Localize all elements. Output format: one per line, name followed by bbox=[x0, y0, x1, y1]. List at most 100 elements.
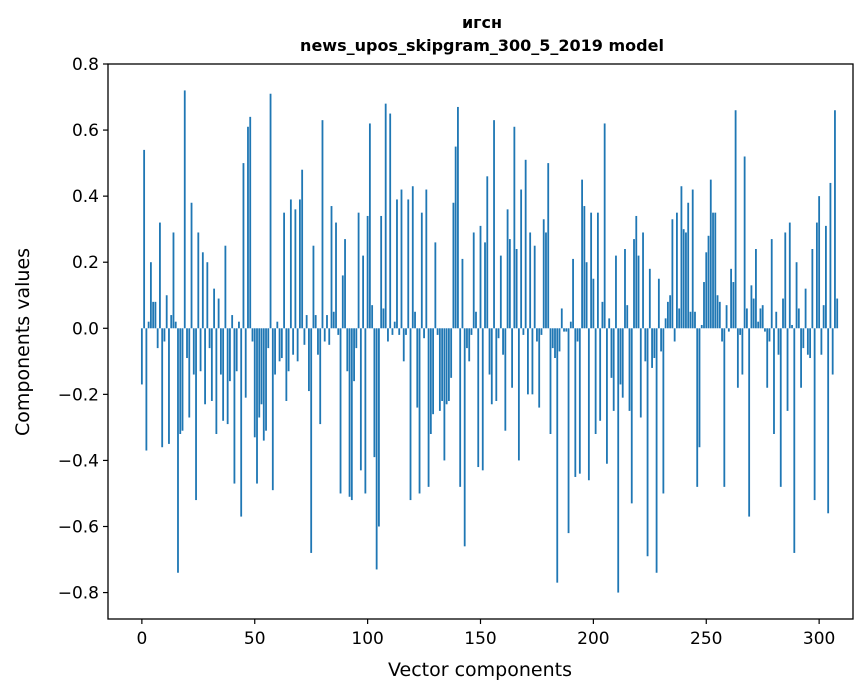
bar-139 bbox=[454, 146, 457, 329]
bar-217 bbox=[630, 328, 633, 504]
bar-52 bbox=[258, 328, 261, 418]
bar-303 bbox=[825, 225, 827, 329]
bar-46 bbox=[244, 328, 247, 398]
bar-61 bbox=[278, 328, 281, 362]
bar-112 bbox=[393, 321, 396, 329]
bar-249 bbox=[703, 282, 705, 329]
bar-123 bbox=[418, 328, 421, 494]
bar-159 bbox=[499, 255, 502, 329]
bar-214 bbox=[624, 249, 626, 329]
bar-73 bbox=[305, 315, 308, 329]
bar-247 bbox=[698, 328, 701, 448]
bar-138 bbox=[452, 202, 455, 329]
bar-223 bbox=[644, 328, 647, 362]
bar-186 bbox=[560, 308, 563, 329]
bar-23 bbox=[192, 328, 195, 375]
bar-280 bbox=[773, 328, 775, 434]
bar-135 bbox=[445, 328, 448, 405]
bar-98 bbox=[362, 255, 365, 329]
bar-236 bbox=[673, 328, 676, 342]
bar-220 bbox=[637, 255, 640, 329]
bar-0 bbox=[140, 328, 143, 385]
bar-100 bbox=[366, 215, 369, 329]
bar-114 bbox=[398, 328, 401, 335]
bar-133 bbox=[441, 328, 444, 401]
bar-27 bbox=[201, 252, 204, 329]
bar-181 bbox=[549, 328, 552, 434]
bar-16 bbox=[177, 328, 179, 573]
bar-305 bbox=[829, 182, 832, 329]
bar-229 bbox=[657, 278, 660, 329]
bar-11 bbox=[165, 295, 168, 329]
bar-122 bbox=[416, 328, 419, 408]
bar-287 bbox=[788, 222, 791, 329]
bar-102 bbox=[371, 305, 374, 329]
bar-146 bbox=[470, 328, 473, 335]
bar-215 bbox=[626, 305, 629, 329]
bar-60 bbox=[276, 321, 279, 329]
bar-289 bbox=[793, 328, 796, 553]
bar-68 bbox=[294, 209, 297, 329]
bar-173 bbox=[531, 328, 534, 395]
bar-277 bbox=[766, 328, 769, 388]
bar-96 bbox=[357, 212, 360, 329]
bar-281 bbox=[775, 311, 778, 329]
bar-263 bbox=[734, 110, 737, 329]
bar-297 bbox=[811, 249, 814, 329]
bar-271 bbox=[752, 298, 755, 329]
bar-204 bbox=[601, 301, 604, 329]
bar-80 bbox=[321, 120, 324, 329]
bar-148 bbox=[475, 311, 477, 329]
bar-36 bbox=[222, 328, 225, 421]
bar-306 bbox=[831, 328, 834, 375]
plot-frame bbox=[107, 63, 854, 620]
bar-85 bbox=[332, 311, 335, 329]
bar-174 bbox=[533, 245, 536, 329]
bar-103 bbox=[373, 328, 376, 458]
bar-301 bbox=[820, 328, 823, 355]
bar-4 bbox=[149, 262, 152, 329]
bar-169 bbox=[522, 328, 525, 335]
bar-101 bbox=[368, 123, 371, 329]
bar-89 bbox=[341, 275, 344, 329]
bar-160 bbox=[502, 328, 504, 355]
bar-136 bbox=[447, 328, 450, 401]
bar-196 bbox=[583, 206, 586, 329]
bar-206 bbox=[606, 328, 608, 464]
bar-213 bbox=[621, 328, 624, 398]
bar-170 bbox=[524, 159, 527, 329]
bar-284 bbox=[782, 298, 784, 329]
bar-1 bbox=[143, 149, 146, 329]
bar-106 bbox=[380, 215, 383, 329]
bar-166 bbox=[515, 249, 518, 329]
bar-147 bbox=[472, 232, 475, 329]
bar-113 bbox=[396, 199, 398, 329]
bar-130 bbox=[434, 242, 437, 329]
bar-13 bbox=[170, 315, 173, 329]
bar-81 bbox=[323, 328, 326, 342]
bar-252 bbox=[709, 179, 712, 329]
bar-171 bbox=[527, 328, 529, 395]
bar-255 bbox=[716, 295, 719, 329]
bar-167 bbox=[517, 328, 520, 461]
y-axis-label: Components values bbox=[12, 248, 34, 436]
bar-250 bbox=[705, 252, 708, 329]
bar-51 bbox=[256, 328, 258, 484]
bar-119 bbox=[409, 328, 412, 501]
bar-87 bbox=[337, 328, 340, 335]
bar-241 bbox=[685, 232, 687, 329]
bar-261 bbox=[730, 268, 732, 329]
bar-154 bbox=[488, 328, 491, 375]
bar-278 bbox=[768, 328, 771, 342]
bar-86 bbox=[335, 222, 337, 329]
bar-63 bbox=[283, 212, 285, 329]
bar-291 bbox=[797, 308, 800, 329]
bar-207 bbox=[608, 318, 611, 329]
bar-107 bbox=[382, 308, 385, 329]
bar-97 bbox=[359, 328, 362, 471]
bar-244 bbox=[691, 189, 694, 329]
bar-193 bbox=[576, 328, 579, 342]
bar-105 bbox=[378, 328, 380, 527]
bar-74 bbox=[308, 328, 310, 392]
bar-92 bbox=[348, 328, 351, 497]
